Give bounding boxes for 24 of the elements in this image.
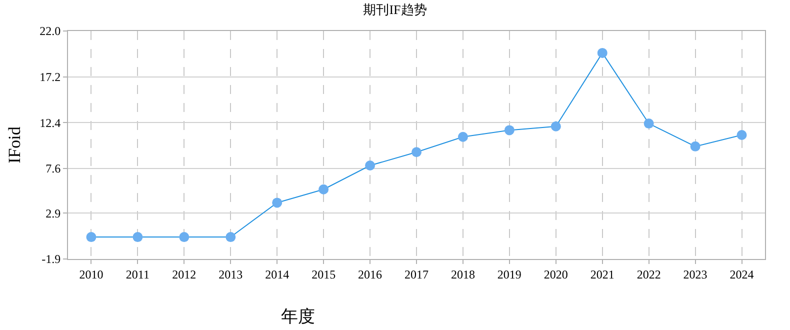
x-tick-label: 2024 — [730, 267, 754, 282]
y-tick-label: 7.6 — [46, 162, 61, 176]
y-axis-title: IFoid — [5, 126, 24, 164]
x-tick-label: 2012 — [172, 267, 196, 282]
x-axis-title: 年度 — [281, 307, 315, 326]
y-tick-label: 12.4 — [40, 116, 61, 130]
x-tick-label: 2023 — [683, 267, 708, 282]
y-tick-label: 2.9 — [46, 206, 61, 220]
x-tick-label: 2022 — [636, 267, 661, 282]
x-tick-label: 2021 — [590, 267, 614, 282]
y-tick-label: 17.2 — [40, 70, 61, 84]
x-tick-label: 2011 — [126, 267, 150, 282]
x-tick-label: 2020 — [544, 267, 568, 282]
y-tick-label: 22.0 — [40, 24, 61, 38]
x-tick-label: 2015 — [312, 267, 336, 282]
y-tick-label: -1.9 — [42, 252, 61, 266]
x-tick-label: 2016 — [358, 267, 382, 282]
x-tick-label: 2018 — [450, 267, 475, 282]
x-tick-label: 2017 — [404, 267, 428, 282]
x-tick-label: 2010 — [79, 267, 104, 282]
chart-title: 期刊IF趋势 — [363, 2, 427, 18]
x-tick-label: 2013 — [218, 267, 243, 282]
x-tick-label: 2019 — [497, 267, 522, 282]
x-tick-label: 2014 — [265, 267, 290, 282]
